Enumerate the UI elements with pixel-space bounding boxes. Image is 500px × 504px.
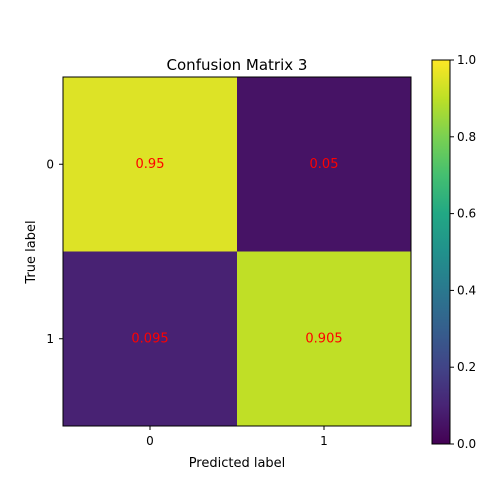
cell-value-label-1-1: 0.905 bbox=[305, 331, 342, 346]
x-tick-label-1: 1 bbox=[320, 434, 328, 448]
y-axis-ticks: 01 bbox=[46, 157, 63, 346]
cell-value-label-0-0: 0.95 bbox=[136, 157, 165, 172]
x-tick-label-0: 0 bbox=[146, 434, 154, 448]
heatmap-cell-labels: 0.95 0.05 0.095 0.905 bbox=[131, 157, 342, 347]
colorbar-tick-label-0: 0.0 bbox=[457, 437, 476, 451]
plot-frame bbox=[62, 76, 412, 427]
y-tick-label-1: 1 bbox=[46, 332, 54, 346]
colorbar-tick-label-4: 0.8 bbox=[457, 130, 476, 144]
colorbar-tick-label-3: 0.6 bbox=[457, 207, 476, 221]
heatmap-cell-1-0 bbox=[63, 251, 237, 426]
cell-value-label-1-0: 0.095 bbox=[131, 331, 168, 346]
heatmap-cell-1-1 bbox=[237, 251, 411, 426]
colorbar-ticks: 0.0 0.2 0.4 0.6 0.8 1.0 bbox=[450, 53, 476, 451]
y-tick-label-0: 0 bbox=[46, 157, 54, 171]
colorbar-tick-label-2: 0.4 bbox=[457, 283, 476, 297]
colorbar-tick-label-5: 1.0 bbox=[457, 53, 476, 67]
heatmap-cell-0-1 bbox=[237, 77, 411, 252]
heatmap-cell-0-0 bbox=[63, 77, 237, 252]
x-axis-label: Predicted label bbox=[189, 456, 286, 471]
chart-title: Confusion Matrix 3 bbox=[167, 56, 308, 74]
colorbar bbox=[431, 59, 451, 445]
cell-value-label-0-1: 0.05 bbox=[310, 157, 339, 172]
colorbar-tick-label-1: 0.2 bbox=[457, 360, 476, 374]
y-axis-label: True label bbox=[24, 220, 39, 284]
heatmap-cells bbox=[63, 77, 411, 426]
